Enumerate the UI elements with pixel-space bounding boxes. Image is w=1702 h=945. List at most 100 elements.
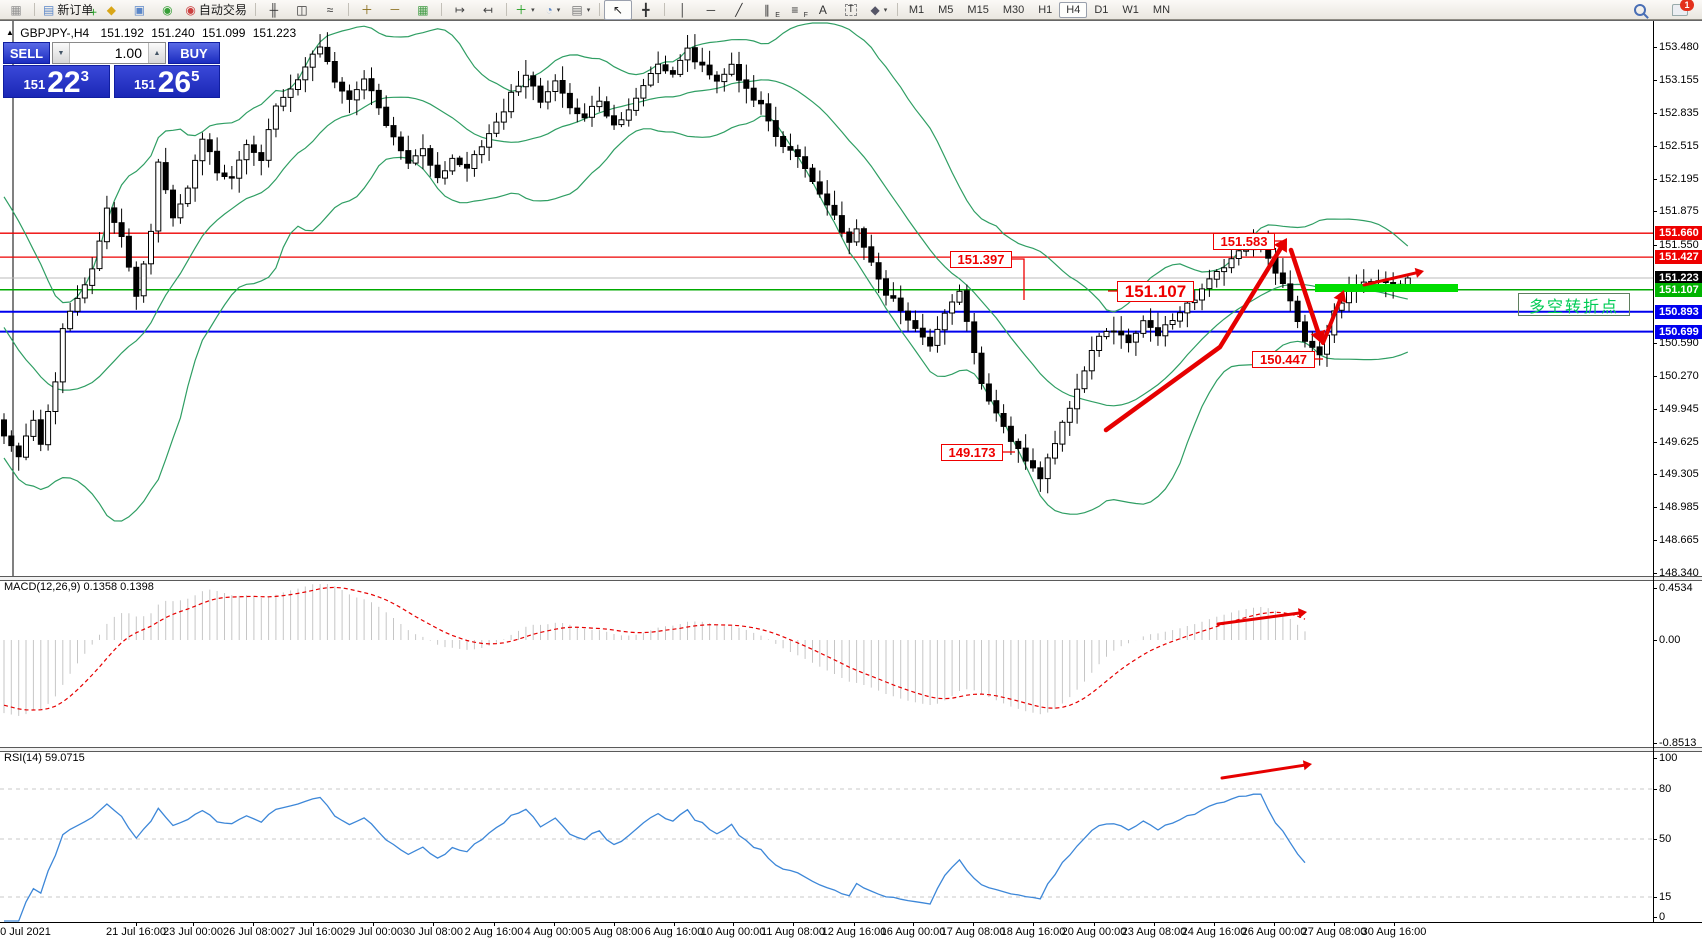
tf-h4[interactable]: H4 — [1059, 1, 1088, 18]
buy-price-display[interactable]: 151 26 5 — [113, 65, 220, 98]
zoom-out-button[interactable]: － — [381, 0, 409, 20]
time-label: 4 Aug 00:00 — [524, 926, 584, 938]
tf-w1[interactable]: W1 — [1122, 3, 1139, 16]
crosshair-button[interactable]: ╋ — [632, 0, 660, 20]
tf-m30[interactable]: M30 — [1002, 3, 1025, 16]
macd-tick-label: 0.00 — [1659, 634, 1681, 646]
time-tick — [554, 922, 555, 926]
tf-d1[interactable]: D1 — [1094, 3, 1109, 16]
tf-m1[interactable]: M1 — [908, 3, 925, 16]
rsi-tick-label: 15 — [1659, 891, 1672, 903]
rsi-tick-label: 100 — [1659, 752, 1678, 764]
tf-m5[interactable]: M5 — [938, 3, 954, 16]
fibonacci-button[interactable]: ≡ F — [781, 0, 809, 20]
price-tick-label: 148.340 — [1659, 567, 1699, 579]
time-tick — [253, 922, 254, 926]
rally-arrow — [1103, 246, 1283, 433]
price-tick — [1653, 47, 1657, 48]
callout-151107[interactable]: 151.107 — [1117, 281, 1194, 302]
autotrading-button[interactable]: ◉ 自动交易 — [181, 0, 251, 20]
text-button[interactable]: A — [809, 0, 837, 20]
price-tick-label: 149.625 — [1659, 435, 1699, 448]
time-tick — [373, 922, 374, 926]
plus-badge-icon: ＋ — [89, 7, 98, 17]
price-tick — [1653, 80, 1657, 82]
price-tick-label: 152.515 — [1659, 139, 1699, 152]
zoom-in-button[interactable]: ＋ — [353, 0, 381, 20]
notifications-button[interactable]: 1 — [1666, 0, 1694, 20]
time-label: 20 Aug 00:00 — [1061, 926, 1127, 938]
time-label: 21 Jul 16:00 — [106, 926, 166, 938]
chevron-down-icon: ▾ — [556, 6, 561, 14]
sell-price-base: 151 — [23, 77, 46, 92]
price-level-label: 151.427 — [1655, 250, 1702, 265]
price-tick-label: 152.195 — [1659, 172, 1699, 185]
macd-pane-title: MACD(12,26,9) 0.1358 0.1398 — [4, 581, 154, 593]
candlestick-chart-button[interactable]: ◫ — [288, 0, 316, 20]
callout-149173[interactable]: 149.173 — [941, 444, 1003, 461]
price-tick — [1653, 113, 1657, 114]
volume-decrease-button[interactable]: ▼ — [53, 43, 70, 63]
support-resistance-lines — [0, 232, 1653, 333]
time-tick — [313, 922, 314, 926]
callout-151397[interactable]: 151.397 — [950, 251, 1012, 268]
horizontal-line-icon: ─ — [706, 2, 716, 17]
price-tick — [1653, 145, 1657, 147]
tf-h1[interactable]: H1 — [1038, 3, 1053, 16]
time-tick — [494, 922, 495, 926]
tile-windows-button[interactable]: ▦ — [409, 0, 437, 20]
sell-button[interactable]: SELL — [3, 42, 50, 64]
volume-input[interactable]: 1.00 — [114, 45, 142, 61]
vertical-line-button[interactable]: │ — [669, 0, 697, 20]
templates-button[interactable]: ▤ ▾ — [567, 0, 595, 20]
tf-m15[interactable]: M15 — [967, 3, 989, 16]
tile-windows-icon: ▦ — [417, 2, 429, 17]
macd-pane-separator[interactable] — [0, 576, 1702, 581]
symbol-triangle-icon: ▲ — [6, 28, 14, 37]
callout-150447[interactable]: 150.447 — [1252, 351, 1315, 368]
buy-button[interactable]: BUY — [168, 42, 220, 64]
time-tick — [1394, 922, 1395, 926]
price-tick-label: 153.480 — [1659, 41, 1699, 53]
horizontal-line-button[interactable]: ─ — [697, 0, 725, 20]
rebound-arrow — [1321, 298, 1342, 345]
auto-scroll-button[interactable]: ↦ — [446, 0, 474, 20]
signals-icon[interactable]: ◉ — [153, 0, 181, 20]
bar-chart-button[interactable]: ╫ — [260, 0, 288, 20]
price-tick — [1653, 342, 1657, 344]
tf-mn[interactable]: MN — [1152, 3, 1171, 16]
rsi-tick — [1653, 897, 1657, 898]
macd-trend-arrow — [1216, 611, 1301, 626]
time-tick — [973, 922, 974, 926]
macd-tick-label: -0.8513 — [1659, 737, 1697, 749]
sell-price-display[interactable]: 151 22 3 — [3, 65, 110, 98]
equidistant-channel-button[interactable]: ∥ E — [753, 0, 781, 20]
cursor-button[interactable]: ↖ — [603, 0, 632, 20]
price-tick-label: 148.985 — [1659, 501, 1699, 513]
line-chart-button[interactable]: ≈ — [316, 0, 344, 20]
volume-increase-button[interactable]: ▲ — [148, 43, 165, 63]
trendline-button[interactable]: ╱ — [725, 0, 753, 20]
toolbar-separator — [254, 3, 256, 16]
price-tick — [1653, 441, 1657, 443]
periods-button[interactable]: ◔ ▾ — [539, 0, 567, 20]
new-order-button[interactable]: ▤ ＋新订单 — [39, 0, 97, 20]
indicators-button[interactable]: ＋ ▾ — [511, 0, 539, 20]
turning-point-label[interactable]: 多空转折点 — [1518, 293, 1630, 316]
symbol-name: GBPJPY-,H4 — [20, 26, 90, 40]
callout-151583[interactable]: 151.583 — [1213, 233, 1275, 250]
search-button[interactable] — [1626, 0, 1654, 20]
chart-shift-button[interactable]: ↤ — [474, 0, 502, 20]
text-label-button[interactable]: T — [837, 0, 865, 20]
time-tick — [1033, 922, 1034, 926]
chart-preview-icon[interactable]: ▦ — [2, 0, 30, 20]
time-label: 24 Aug 16:00 — [1181, 926, 1247, 938]
rsi-pane-separator[interactable] — [0, 747, 1702, 752]
time-label: 18 Aug 16:00 — [1000, 926, 1066, 938]
time-label: 26 Aug 00:00 — [1241, 926, 1307, 938]
arrows-button[interactable]: ◆ ▾ — [865, 0, 893, 20]
macd-trend-arrow-head — [1298, 608, 1307, 619]
expert-advisors-icon[interactable]: ▣ — [125, 0, 153, 20]
megaphone-icon[interactable]: ◆ — [97, 0, 125, 20]
time-tick — [1094, 922, 1095, 926]
